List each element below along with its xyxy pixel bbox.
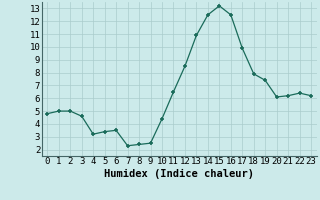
X-axis label: Humidex (Indice chaleur): Humidex (Indice chaleur) — [104, 169, 254, 179]
